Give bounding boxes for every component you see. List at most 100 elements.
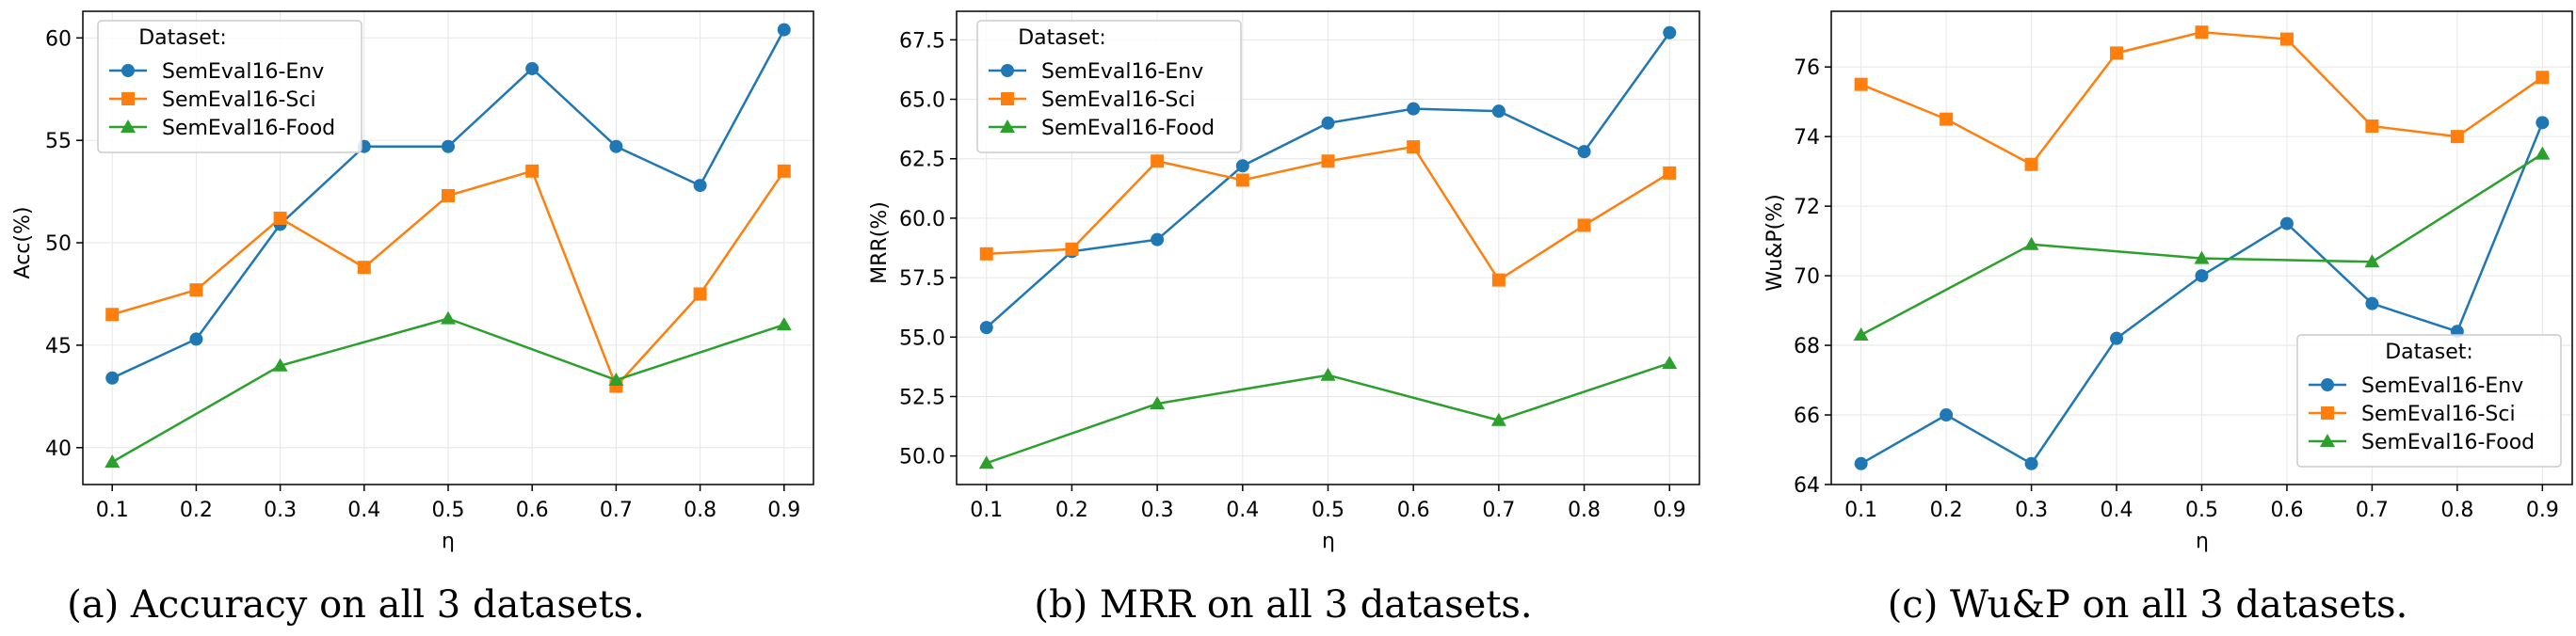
data-point-sci <box>1491 273 1505 287</box>
data-point-food <box>2023 236 2039 250</box>
y-tick-label: 60 <box>45 27 72 51</box>
legend-marker-sci <box>2321 406 2334 420</box>
data-point-food <box>2194 250 2210 264</box>
legend-title: Dataset: <box>138 26 227 50</box>
data-point-sci <box>442 188 455 202</box>
data-point-env <box>2110 331 2124 345</box>
plot-area-mrr: 50.0 52.5 55.0 57.5 60.0 62.5 65.0 67.5 0.1 0.2 0.… <box>899 10 1700 522</box>
data-point-env <box>442 139 455 153</box>
data-point-sci <box>525 164 539 178</box>
y-tick-label: 67.5 <box>899 29 945 53</box>
x-tick-label: 0.4 <box>1226 499 1259 522</box>
data-point-food <box>978 455 994 469</box>
data-point-sci <box>1151 154 1165 168</box>
data-point-sci <box>1407 140 1421 154</box>
legend-marker-food <box>121 119 136 133</box>
xlabel-accuracy: η <box>442 530 455 553</box>
legend-label-env: SemEval16-Env <box>2361 374 2523 398</box>
data-point-sci <box>2195 25 2209 40</box>
legend-label-food: SemEval16-Food <box>1041 117 1215 140</box>
legend-title: Dataset: <box>1018 26 1106 50</box>
data-point-food <box>608 372 624 386</box>
x-tick-label: 0.8 <box>2440 499 2473 522</box>
data-point-sci <box>979 246 993 261</box>
data-point-env <box>2536 116 2550 130</box>
legend-mrr: Dataset: SemEval16-Env SemEval16-Sci Sem… <box>976 20 1242 153</box>
data-point-sci <box>1663 166 1677 180</box>
x-tick-label: 0.3 <box>264 499 297 522</box>
x-tick-label: 0.8 <box>684 499 716 522</box>
panel-accuracy: 40 45 50 55 60 0.1 0.2 0.3 0.4 0.5 0.6 0.7 0.8 0.9 Ac… <box>11 10 814 627</box>
panel-wup: 64 66 68 70 72 74 76 0.1 0.2 0.3 0.4 0.5 0.6 0.7 0.8 0.… <box>1763 10 2573 627</box>
legend-label-sci: SemEval16-Sci <box>2361 403 2516 426</box>
legend-label-food: SemEval16-Food <box>2361 431 2535 454</box>
x-tick-label: 0.5 <box>1312 499 1344 522</box>
caption-accuracy: (a) Accuracy on all 3 datasets. <box>67 583 645 627</box>
x-tick-label: 0.2 <box>1930 499 1963 522</box>
data-point-food <box>441 310 456 325</box>
data-point-food <box>776 317 792 331</box>
x-tick-label: 0.6 <box>1397 499 1430 522</box>
data-point-env <box>2195 269 2209 283</box>
data-point-food <box>2364 254 2380 268</box>
legend-frame <box>2296 334 2562 468</box>
data-point-sci <box>1235 173 1249 187</box>
xlabel-mrr: η <box>1322 530 1335 553</box>
data-point-sci <box>1854 77 1868 91</box>
data-point-sci <box>1577 218 1591 232</box>
x-tick-label: 0.4 <box>347 499 380 522</box>
data-point-sci <box>2536 71 2550 85</box>
y-tick-label: 72 <box>1794 196 1820 219</box>
x-tick-label: 0.9 <box>2526 499 2559 522</box>
data-point-env <box>1577 145 1591 159</box>
y-tick-label: 60.0 <box>899 208 945 231</box>
legend-marker-env <box>1001 64 1014 77</box>
data-point-sci <box>777 164 791 178</box>
data-point-env <box>525 61 539 75</box>
data-point-env <box>1940 408 1954 422</box>
y-tick-label: 62.5 <box>899 149 945 172</box>
data-point-env <box>1151 232 1165 246</box>
y-tick-label: 66 <box>1794 405 1820 428</box>
data-point-env <box>979 321 993 335</box>
legend-label-env: SemEval16-Env <box>1041 60 1203 84</box>
ylabel-wup: Wu&P(%) <box>1763 194 1787 291</box>
data-point-env <box>1235 159 1249 173</box>
legend-wup: Dataset: SemEval16-Env SemEval16-Sci Sem… <box>2296 334 2562 468</box>
y-tick-label: 57.5 <box>899 267 945 291</box>
x-tick-label: 0.7 <box>2356 499 2389 522</box>
data-point-food <box>1320 367 1336 381</box>
data-point-sci <box>2110 46 2124 60</box>
data-point-env <box>1491 104 1505 119</box>
data-point-food <box>1662 356 1678 370</box>
y-tick-label: 70 <box>1794 265 1820 289</box>
data-point-food <box>1490 412 1506 426</box>
x-tick-label: 0.6 <box>2270 499 2303 522</box>
legend-title: Dataset: <box>2385 341 2473 364</box>
y-tick-label: 50.0 <box>899 446 945 469</box>
y-tick-label: 68 <box>1794 335 1820 358</box>
y-tick-label: 52.5 <box>899 386 945 409</box>
data-point-env <box>2279 216 2294 231</box>
panel-mrr: 50.0 52.5 55.0 57.5 60.0 62.5 65.0 67.5 0.1 0.2 0.… <box>868 10 1700 627</box>
legend-accuracy: Dataset: SemEval16-Env SemEval16-Sci Sem… <box>97 20 362 153</box>
x-tick-label: 0.2 <box>180 499 213 522</box>
y-tick-label: 55 <box>45 130 72 153</box>
x-tick-label: 0.3 <box>2015 499 2048 522</box>
x-tick-label: 0.9 <box>767 499 800 522</box>
y-tick-label: 55.0 <box>899 326 945 350</box>
legend-marker-food <box>2320 434 2335 447</box>
data-point-food <box>1853 326 1869 341</box>
legend-label-env: SemEval16-Env <box>162 60 324 84</box>
data-point-env <box>1407 102 1421 116</box>
legend-marker-food <box>1000 119 1015 133</box>
legend-marker-sci <box>1001 92 1014 105</box>
x-tick-label: 0.1 <box>1844 499 1877 522</box>
data-point-sci <box>2024 157 2038 171</box>
data-point-food <box>272 358 288 372</box>
data-point-food <box>2535 146 2551 160</box>
y-tick-label: 64 <box>1794 474 1820 498</box>
y-tick-label: 40 <box>45 437 72 461</box>
data-point-env <box>2024 456 2038 470</box>
y-tick-label: 74 <box>1794 126 1820 150</box>
